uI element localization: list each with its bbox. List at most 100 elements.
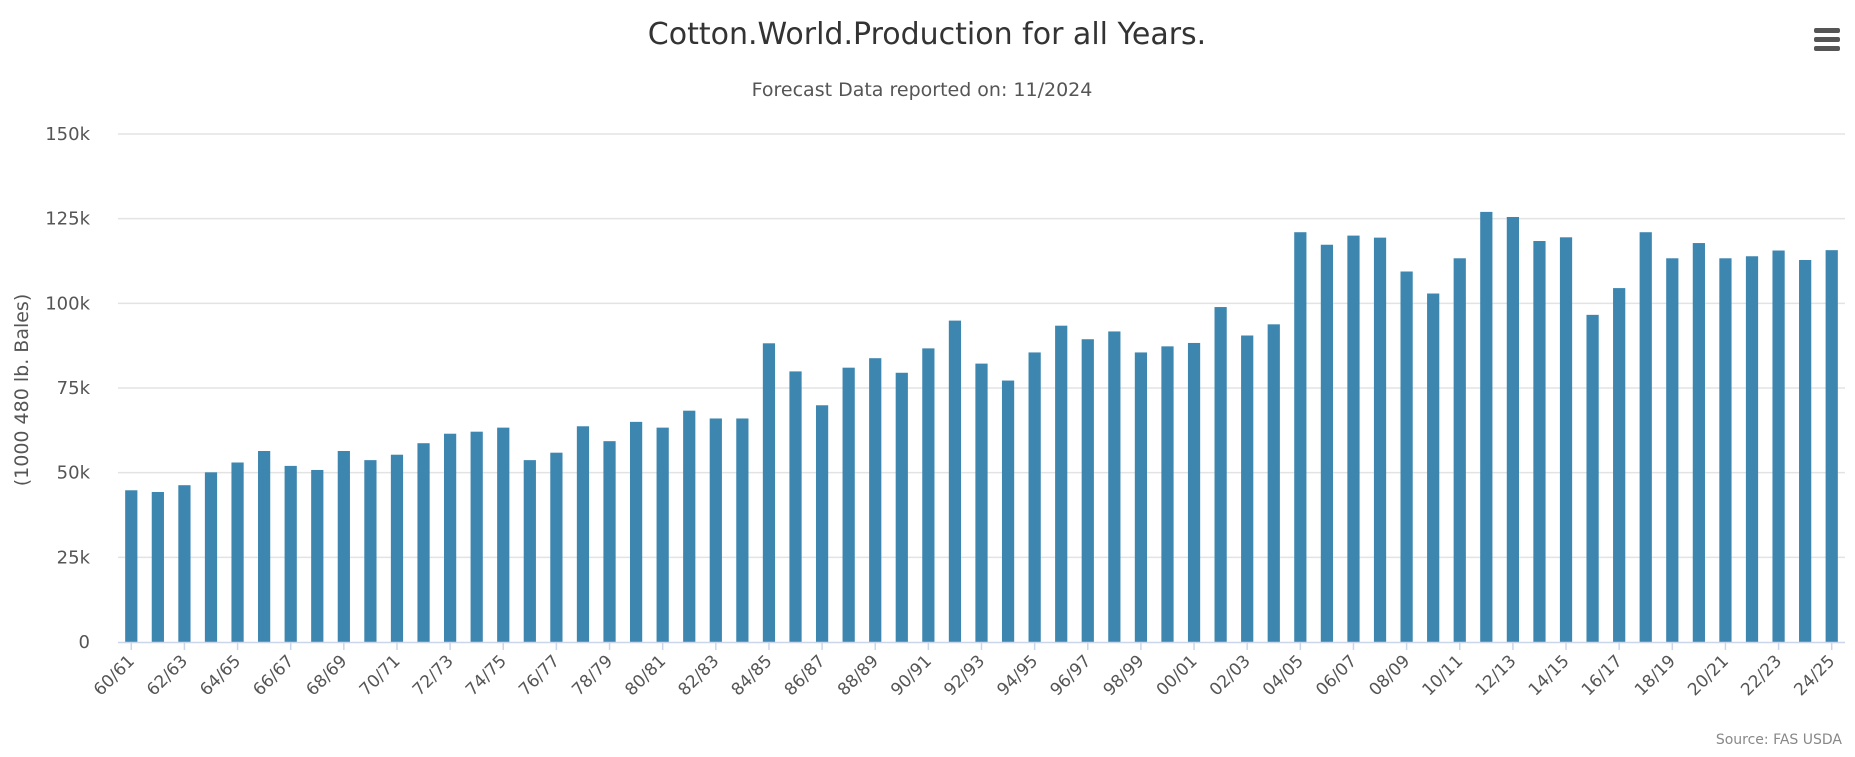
bar-04-05[interactable] (1294, 232, 1307, 643)
bar-69-70[interactable] (364, 460, 377, 642)
bar-03-04[interactable] (1267, 324, 1280, 642)
y-tick-label: 50k (57, 463, 91, 484)
bar-90-91[interactable] (922, 348, 935, 642)
x-tick-label: 96/97 (1047, 651, 1096, 700)
bar-64-65[interactable] (231, 462, 244, 642)
bar-01-02[interactable] (1214, 307, 1227, 642)
x-tick-label: 70/71 (356, 651, 405, 700)
bar-17-18[interactable] (1639, 232, 1652, 643)
x-tick-label: 68/69 (303, 651, 352, 700)
bar-78-79[interactable] (603, 441, 616, 642)
bar-94-95[interactable] (1028, 352, 1041, 642)
bar-86-87[interactable] (815, 405, 829, 642)
bar-71-72[interactable] (417, 443, 430, 642)
bar-07-08[interactable] (1373, 237, 1387, 642)
bar-12-13[interactable] (1506, 216, 1519, 642)
bar-14-15[interactable] (1559, 237, 1573, 642)
bar-18-19[interactable] (1666, 258, 1679, 642)
bar-67-68[interactable] (311, 469, 324, 642)
y-tick-label: 0 (79, 632, 90, 653)
bar-75-76[interactable] (523, 460, 536, 642)
x-tick-label: 60/61 (90, 651, 139, 700)
y-axis-label: (1000 480 lb. Bales) (11, 294, 33, 487)
bar-70-71[interactable] (390, 454, 404, 642)
bar-02-03[interactable] (1241, 335, 1254, 642)
x-tick-label: 92/93 (940, 651, 989, 700)
bar-62-63[interactable] (178, 485, 191, 642)
bar-63-64[interactable] (204, 472, 218, 642)
bars (125, 211, 1838, 643)
bar-87-88[interactable] (842, 367, 855, 642)
x-tick-label: 08/09 (1365, 651, 1414, 700)
bar-96-97[interactable] (1081, 339, 1094, 642)
bar-91-92[interactable] (948, 320, 962, 642)
bar-11-12[interactable] (1480, 211, 1493, 643)
bar-82-83[interactable] (709, 418, 722, 642)
bar-24-25[interactable] (1825, 250, 1838, 643)
bar-98-99[interactable] (1134, 352, 1148, 642)
bar-97-98[interactable] (1108, 331, 1121, 642)
x-tick-label: 24/25 (1790, 651, 1839, 700)
bar-99-00[interactable] (1161, 346, 1174, 642)
bar-60-61[interactable] (125, 490, 138, 642)
bar-84-85[interactable] (762, 343, 776, 642)
x-tick-label: 66/67 (249, 651, 298, 700)
bar-05-06[interactable] (1320, 244, 1334, 642)
bar-89-90[interactable] (895, 372, 908, 642)
y-axis-ticks: 0 25k 50k 75k 100k 125k 150k (45, 124, 90, 653)
y-tick-label: 100k (45, 293, 90, 314)
bar-23-24[interactable] (1799, 259, 1812, 642)
bar-72-73[interactable] (444, 433, 457, 642)
bar-73-74[interactable] (470, 431, 483, 642)
bar-81-82[interactable] (683, 410, 696, 642)
x-tick-label: 00/01 (1153, 651, 1202, 700)
bar-10-11[interactable] (1453, 258, 1466, 642)
bar-93-94[interactable] (1001, 380, 1015, 642)
x-tick-label: 90/91 (887, 651, 936, 700)
bar-74-75[interactable] (497, 427, 510, 642)
chart-title: Cotton.World.Production for all Years. (648, 17, 1206, 52)
x-tick-label: 76/77 (515, 651, 564, 700)
x-tick-label: 88/89 (834, 651, 883, 700)
bar-00-01[interactable] (1187, 342, 1201, 642)
bar-09-10[interactable] (1427, 293, 1440, 642)
bar-15-16[interactable] (1586, 314, 1599, 642)
x-tick-label: 78/79 (568, 651, 617, 700)
bar-92-93[interactable] (975, 363, 988, 642)
y-tick-label: 125k (45, 209, 90, 230)
x-tick-label: 74/75 (462, 651, 511, 700)
bar-08-09[interactable] (1400, 271, 1413, 642)
bar-83-84[interactable] (736, 418, 749, 642)
bar-66-67[interactable] (284, 465, 297, 642)
bar-76-77[interactable] (550, 452, 563, 642)
bar-20-21[interactable] (1719, 258, 1732, 642)
x-tick-label: 22/23 (1737, 651, 1786, 700)
x-tick-label: 06/07 (1312, 651, 1361, 700)
bar-77-78[interactable] (576, 426, 590, 642)
y-tick-label: 150k (45, 124, 90, 145)
bar-22-23[interactable] (1772, 250, 1785, 642)
bar-80-81[interactable] (656, 427, 669, 642)
x-tick-label: 86/87 (781, 651, 830, 700)
bar-65-66[interactable] (258, 450, 271, 642)
bar-16-17[interactable] (1613, 288, 1626, 642)
bar-68-69[interactable] (337, 450, 350, 642)
chart-subtitle: Forecast Data reported on: 11/2024 (752, 79, 1093, 101)
bar-06-07[interactable] (1347, 235, 1360, 642)
bar-95-96[interactable] (1055, 325, 1068, 642)
x-tick-label: 98/99 (1100, 651, 1149, 700)
x-tick-label: 80/81 (621, 651, 670, 700)
bar-19-20[interactable] (1692, 243, 1705, 642)
x-tick-label: 02/03 (1206, 651, 1255, 700)
x-tick-label: 84/85 (728, 651, 777, 700)
bar-85-86[interactable] (789, 371, 802, 642)
x-tick-label: 18/19 (1631, 651, 1680, 700)
bar-79-80[interactable] (629, 421, 643, 642)
bar-61-62[interactable] (151, 491, 164, 642)
x-tick-label: 62/63 (143, 651, 192, 700)
x-tick-label: 20/21 (1684, 651, 1733, 700)
bar-21-22[interactable] (1745, 256, 1759, 642)
bar-88-89[interactable] (869, 358, 882, 642)
bar-13-14[interactable] (1533, 241, 1546, 642)
hamburger-menu-icon[interactable] (1808, 22, 1844, 56)
